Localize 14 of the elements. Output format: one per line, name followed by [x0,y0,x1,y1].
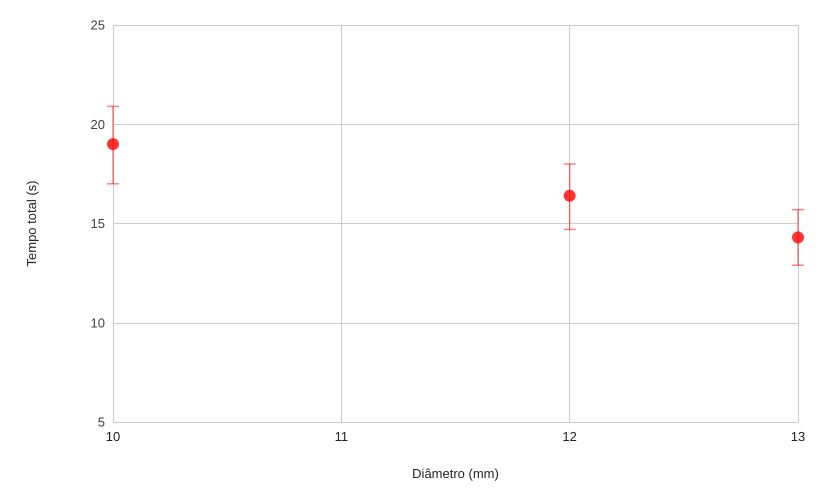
y-axis-title: Tempo total (s) [24,180,39,266]
x-tick-label: 12 [562,429,577,444]
point [792,231,804,244]
x-tick-label: 10 [106,429,120,444]
x-axis-title: Diâmetro (mm) [412,466,499,481]
x-tick-label: 11 [334,429,348,444]
y-tick-label: 10 [90,315,105,330]
point [107,138,119,150]
y-tick-label: 15 [90,216,105,231]
x-tick-label: 13 [790,429,806,444]
point [564,190,576,202]
y-tick-label: 5 [98,414,105,430]
y-tick-label: 20 [90,116,105,132]
y-tick-label: 25 [90,18,105,32]
